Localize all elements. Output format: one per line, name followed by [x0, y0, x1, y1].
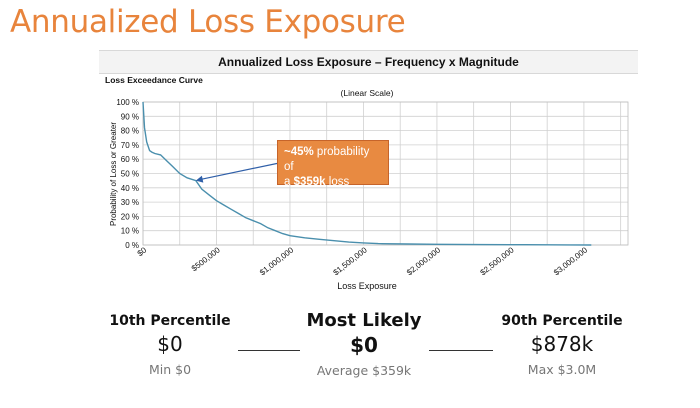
separator-left — [238, 350, 300, 351]
x-tick-label: $3,000,000 — [552, 245, 590, 277]
annotation-callout: ~45% probability of a $359k loss — [277, 140, 389, 188]
x-tick-label: $2,000,000 — [405, 245, 443, 277]
stat-label: 90th Percentile — [501, 313, 623, 329]
y-tick-label: 30 % — [121, 198, 139, 207]
x-axis-label: Loss Exposure — [337, 281, 397, 291]
y-tick-label: 70 % — [121, 141, 139, 150]
x-tick-label: $1,500,000 — [332, 245, 370, 277]
y-tick-label: 60 % — [121, 155, 139, 164]
y-tick-label: 90 % — [121, 112, 139, 121]
chart-title: Annualized Loss Exposure – Frequency x M… — [218, 55, 519, 69]
y-tick-label: 0 % — [125, 241, 139, 250]
chart-title-bar: Annualized Loss Exposure – Frequency x M… — [99, 50, 638, 74]
arrow-head — [195, 175, 204, 183]
annotation-arrow — [195, 161, 285, 183]
loss-exceedance-chart: Loss Exceedance Curve (Linear Scale) 0 %… — [105, 75, 629, 291]
y-axis: 0 % 10 % 20 % 30 % 40 % 50 % 60 % 70 % 80 % 90 % 1… — [116, 98, 139, 250]
plot-border — [142, 101, 629, 246]
stat-90th-percentile: 90th Percentile $878k Max $3.0M — [492, 313, 632, 377]
stat-sub: Min $0 — [148, 362, 192, 377]
stat-label: 10th Percentile — [109, 313, 231, 329]
scale-note: (Linear Scale) — [341, 88, 394, 98]
stat-value: $878k — [530, 332, 594, 356]
stat-value: $0 — [350, 333, 378, 357]
arrow-shaft — [201, 161, 285, 180]
callout-text-3: loss — [325, 176, 350, 188]
y-tick-label: 20 % — [121, 212, 139, 221]
slide-title: Annualized Loss Exposure — [10, 4, 406, 40]
separator-right — [429, 350, 493, 351]
series-line — [142, 101, 592, 246]
y-tick-label: 10 % — [121, 227, 139, 236]
stat-label: Most Likely — [306, 310, 422, 331]
y-tick-label: 40 % — [121, 184, 139, 193]
x-tick-label: $500,000 — [190, 245, 222, 273]
callout-bold-1: ~45% — [284, 146, 314, 158]
callout-text-1: probability of — [284, 146, 370, 173]
chart-subtitle: Loss Exceedance Curve — [105, 75, 203, 85]
callout-text-2: a — [284, 176, 294, 188]
y-tick-label: 100 % — [116, 98, 139, 107]
stat-sub: Max $3.0M — [527, 362, 597, 377]
stat-most-likely: Most Likely $0 Average $359k — [294, 310, 434, 378]
stat-value: $0 — [157, 332, 183, 356]
x-axis: $0 $500,000 $1,000,000 $1,500,000 $2,000,000… — [136, 245, 590, 277]
callout-bold-2: $359k — [293, 176, 326, 188]
y-tick-label: 50 % — [121, 170, 139, 179]
x-tick-label: $1,000,000 — [258, 245, 296, 277]
stat-sub: Average $359k — [316, 363, 412, 378]
y-tick-label: 80 % — [121, 127, 139, 136]
stat-10th-percentile: 10th Percentile $0 Min $0 — [100, 313, 240, 377]
x-tick-label: $2,500,000 — [479, 245, 517, 277]
y-axis-label: Probability of Loss or Greater — [109, 122, 118, 226]
